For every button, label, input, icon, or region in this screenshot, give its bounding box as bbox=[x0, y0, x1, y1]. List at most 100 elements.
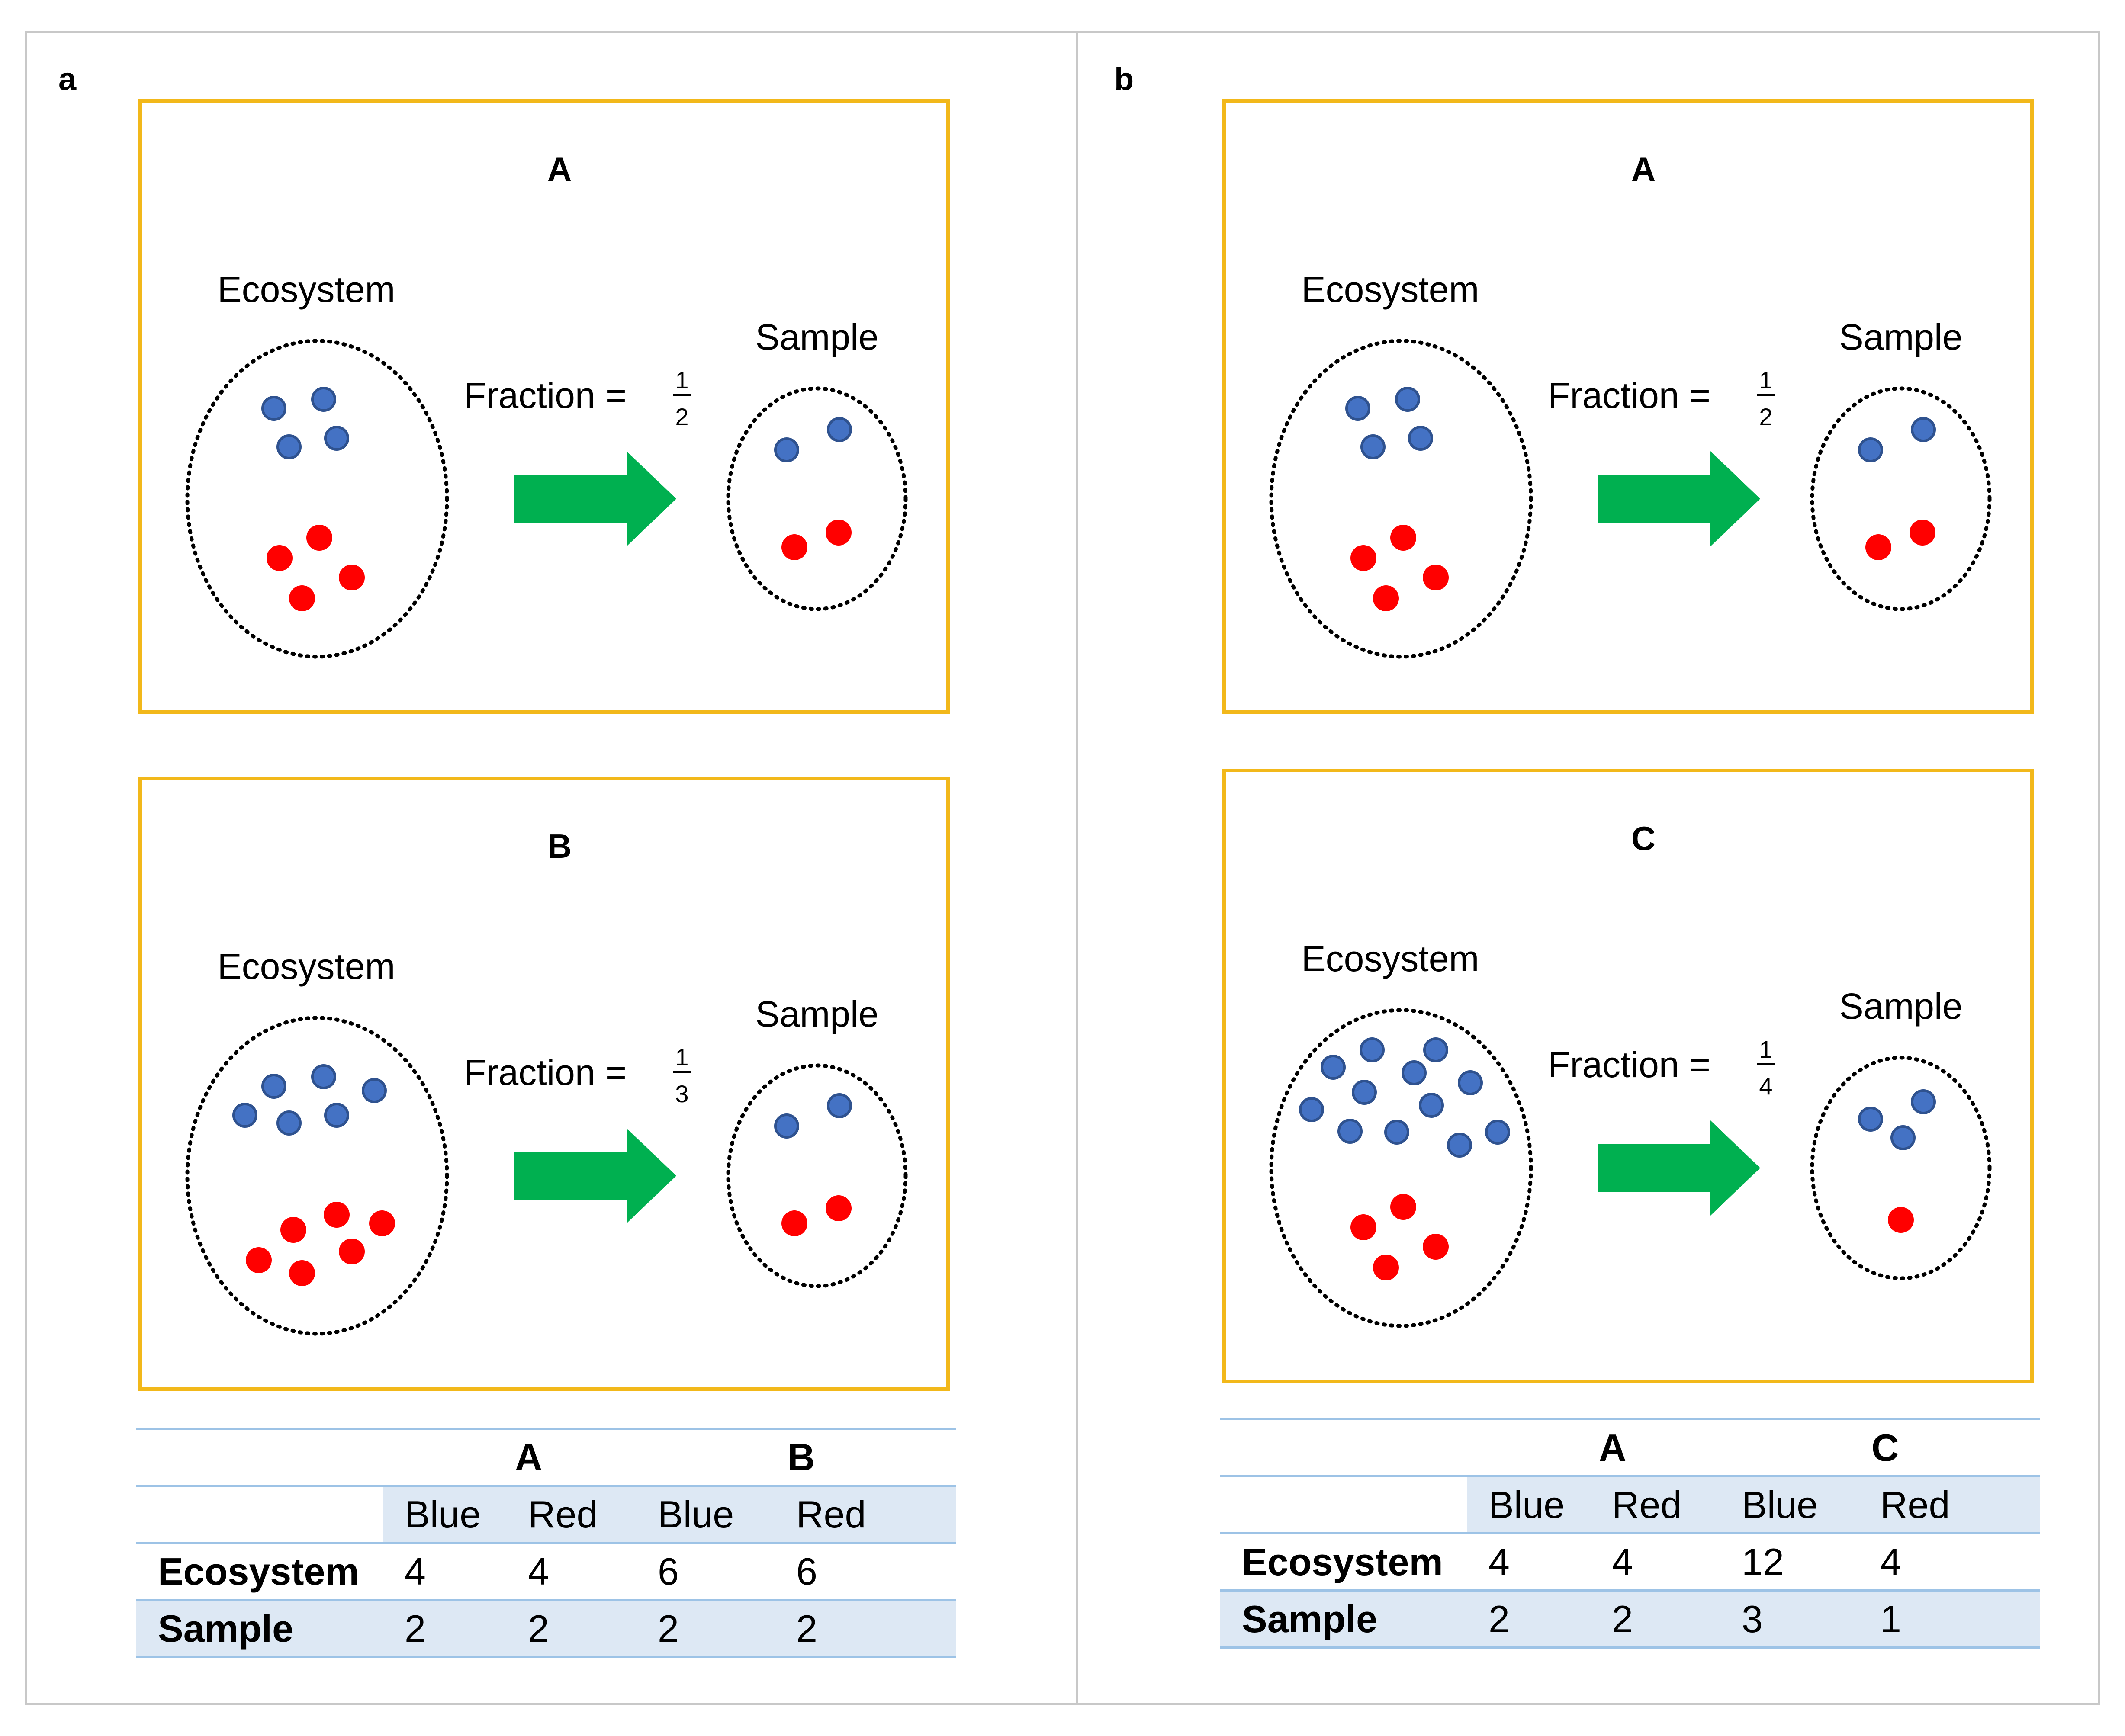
red-dot bbox=[826, 520, 852, 546]
fraction-label: Fraction = bbox=[464, 1052, 627, 1093]
table-cell: 4 bbox=[1871, 1533, 2040, 1592]
table-cell: 2 bbox=[1599, 1590, 1742, 1649]
red-dot bbox=[280, 1217, 306, 1243]
table-cell: 6 bbox=[788, 1543, 956, 1601]
sample-ellipse bbox=[1810, 1056, 1992, 1280]
sample-label: Sample bbox=[1839, 986, 1963, 1027]
blue-dot bbox=[1352, 1080, 1377, 1105]
scenario-title: C bbox=[1631, 819, 1656, 857]
sample-ellipse bbox=[726, 386, 908, 611]
table-cell: 2 bbox=[788, 1600, 956, 1658]
figure-frame bbox=[25, 31, 2100, 1705]
column-header: Red bbox=[515, 1485, 658, 1544]
ecosystem-ellipse bbox=[185, 339, 449, 659]
blue-dot bbox=[1321, 1055, 1346, 1080]
blue-dot bbox=[1408, 426, 1433, 451]
blue-dot bbox=[232, 1103, 257, 1128]
panel-b-scenario-C-diagram: C Ecosystem Sample Fraction = 1 4 bbox=[1269, 819, 1992, 1328]
blue-dot bbox=[1423, 1037, 1448, 1062]
blue-dot bbox=[1419, 1093, 1444, 1118]
ecosystem-label: Ecosystem bbox=[1302, 938, 1479, 979]
sampling-arrow bbox=[1598, 451, 1760, 546]
group-header: C bbox=[1871, 1418, 2040, 1476]
table-cell: 6 bbox=[658, 1543, 788, 1601]
ecosystem-ellipse bbox=[1269, 1008, 1533, 1328]
blue-dot bbox=[1360, 1037, 1385, 1062]
fraction-label: Fraction = bbox=[1548, 375, 1710, 416]
panel-b-letter: b bbox=[1114, 61, 1134, 97]
ecosystem-blue-dots bbox=[261, 387, 349, 459]
blue-dot bbox=[774, 437, 799, 462]
blue-dot bbox=[324, 1103, 349, 1128]
group-header: A bbox=[1599, 1418, 1742, 1476]
group-header: A bbox=[515, 1428, 658, 1486]
table-row: Ecosystem 4 4 12 4 bbox=[1220, 1533, 2040, 1592]
table-cell: 2 bbox=[515, 1600, 658, 1658]
ecosystem-red-dots bbox=[267, 525, 365, 611]
column-header: Blue bbox=[383, 1485, 515, 1544]
ecosystem-red-dots bbox=[246, 1202, 395, 1286]
sample-label: Sample bbox=[1839, 317, 1963, 357]
table-row: Sample 2 2 3 1 bbox=[1220, 1590, 2040, 1649]
table-cell: 4 bbox=[1467, 1533, 1599, 1592]
table-cell: 2 bbox=[658, 1600, 788, 1658]
ecosystem-blue-dots bbox=[232, 1064, 387, 1136]
panel-a-counts-table: A B Blue Red Blue Red Ecosystem 4 4 6 6 … bbox=[136, 1428, 956, 1658]
red-dot bbox=[1390, 1194, 1416, 1220]
fraction-label: Fraction = bbox=[464, 375, 627, 416]
column-header: Red bbox=[1599, 1475, 1742, 1534]
red-dot bbox=[1390, 525, 1416, 551]
blue-dot bbox=[1299, 1097, 1324, 1122]
blue-dot bbox=[827, 1093, 852, 1118]
blue-dot bbox=[1360, 434, 1386, 459]
blue-dot bbox=[1402, 1060, 1427, 1085]
panel-a-scenario-A-diagram: A Ecosystem Sample Fraction = 1 2 bbox=[185, 150, 908, 659]
panel-a-letter: a bbox=[58, 61, 77, 97]
sample-label: Sample bbox=[755, 994, 879, 1034]
red-dot bbox=[306, 525, 332, 551]
scenario-title: B bbox=[547, 827, 572, 865]
blue-dot bbox=[1858, 1107, 1883, 1132]
sample-label: Sample bbox=[755, 317, 879, 357]
sampling-arrow bbox=[1598, 1120, 1760, 1216]
red-dot bbox=[267, 545, 293, 571]
blue-dot bbox=[1337, 1119, 1363, 1144]
red-dot bbox=[781, 1210, 807, 1236]
scenario-title: A bbox=[547, 150, 572, 188]
ecosystem-label: Ecosystem bbox=[218, 946, 395, 987]
panel-b-counts-table: A C Blue Red Blue Red Ecosystem 4 4 12 4… bbox=[1220, 1418, 2040, 1649]
blue-dot bbox=[774, 1113, 799, 1139]
column-header: Red bbox=[788, 1485, 956, 1544]
ecosystem-red-dots bbox=[1350, 525, 1449, 611]
red-dot bbox=[289, 585, 315, 611]
ecosystem-blue-dots bbox=[1345, 387, 1433, 459]
ecosystem-label: Ecosystem bbox=[1302, 269, 1479, 310]
blue-dot bbox=[276, 434, 302, 459]
red-dot bbox=[1888, 1207, 1914, 1233]
red-dot bbox=[324, 1202, 350, 1228]
row-label: Ecosystem bbox=[136, 1543, 383, 1601]
red-dot bbox=[246, 1247, 272, 1273]
red-dot bbox=[1865, 534, 1891, 560]
scenario-title: A bbox=[1631, 150, 1656, 188]
sample-dots bbox=[774, 417, 852, 560]
table-cell: 12 bbox=[1742, 1533, 1871, 1592]
column-header: Blue bbox=[1467, 1475, 1599, 1534]
panel-a-scenario-A: A Ecosystem Sample Fraction = 1 2 bbox=[138, 99, 950, 714]
blue-dot bbox=[1384, 1120, 1409, 1145]
panel-divider bbox=[1076, 31, 1078, 1705]
red-dot bbox=[1373, 585, 1399, 611]
fraction-denominator: 2 bbox=[1759, 403, 1772, 430]
fraction-numerator: 1 bbox=[1759, 366, 1772, 394]
red-dot bbox=[369, 1210, 395, 1236]
panel-b-scenario-C: C Ecosystem Sample Fraction = 1 4 bbox=[1222, 769, 2034, 1383]
red-dot bbox=[1423, 565, 1449, 590]
row-label: Ecosystem bbox=[1220, 1533, 1467, 1592]
blue-dot bbox=[1395, 387, 1420, 412]
table-cell: 1 bbox=[1871, 1590, 2040, 1649]
fraction-denominator: 4 bbox=[1759, 1072, 1772, 1100]
ecosystem-label: Ecosystem bbox=[218, 269, 395, 310]
sampling-arrow bbox=[514, 451, 676, 546]
red-dot bbox=[339, 1239, 365, 1264]
table-cell: 4 bbox=[515, 1543, 658, 1601]
